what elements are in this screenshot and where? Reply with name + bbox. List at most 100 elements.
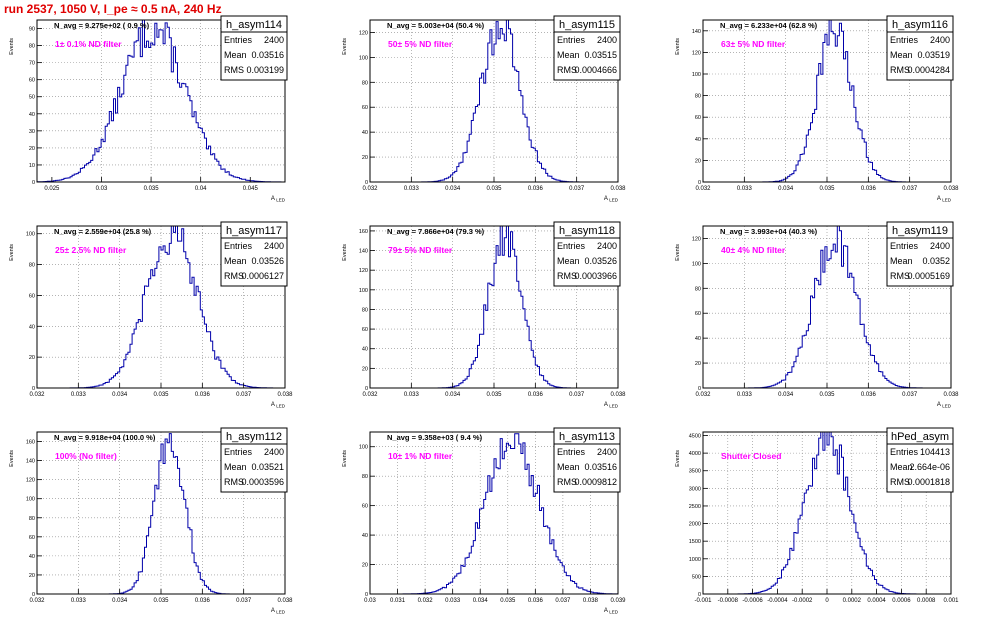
x-tick-label: -0.0006 [742, 598, 763, 604]
x-tick-label: 0.038 [277, 392, 293, 398]
navg-label: N_avg = 9.275e+02 ( 0.9 %) [54, 21, 150, 30]
x-tick-label: 0.037 [236, 598, 252, 604]
y-axis-title: Events [342, 244, 348, 261]
histogram-series [703, 431, 951, 595]
y-tick-label: 40 [362, 130, 368, 136]
histogram-panel-h_asym115: 0.032 0.033 0.034 0.035 0.036 0.037 0.038 0 20 40… [342, 15, 626, 203]
histogram-panel-hPed_asym: -0.001 -0.0008 -0.0006 -0.0004 -0.0002 0 0.000… [675, 427, 959, 604]
stats-title: h_asym115 [559, 19, 615, 31]
filter-label: 63± 5% ND filter [721, 39, 786, 49]
x-tick-label: 0.034 [473, 598, 489, 604]
x-tick-label: 0.031 [390, 598, 406, 604]
stats-title: h_asym117 [226, 225, 282, 237]
y-tick-label: 120 [692, 236, 701, 242]
y-tick-label: 20 [29, 573, 35, 579]
y-tick-label: 3000 [689, 486, 701, 492]
y-tick-label: 500 [692, 574, 701, 580]
stats-label: Mean [890, 50, 913, 60]
stats-label: Mean [224, 50, 247, 60]
y-tick-label: 140 [359, 249, 368, 255]
stats-label: Entries [890, 241, 919, 251]
stats-label: RMS [890, 477, 910, 487]
y-tick-label: 60 [695, 311, 701, 317]
stats-label: Entries [557, 447, 586, 457]
x-tick-label: 0.034 [445, 392, 461, 398]
y-tick-label: 80 [695, 286, 701, 292]
y-tick-label: 50 [29, 95, 35, 101]
y-tick-label: 90 [29, 27, 35, 33]
x-axis-title: A LED [271, 402, 286, 409]
y-tick-label: 80 [29, 44, 35, 50]
y-tick-label: 100 [359, 55, 368, 61]
x-tick-label: 0.038 [943, 186, 959, 192]
y-tick-label: 40 [29, 324, 35, 330]
y-axis-title: Events [342, 450, 348, 467]
stats-box [220, 221, 288, 287]
y-tick-label: 40 [362, 347, 368, 353]
stats-box [886, 221, 954, 287]
plot-frame [369, 431, 619, 595]
x-tick-label: 0.036 [861, 392, 877, 398]
navg-label: N_avg = 6.233e+04 (62.8 %) [720, 21, 818, 30]
y-tick-label: 0 [365, 592, 368, 598]
x-tick-label: 0.0006 [892, 598, 911, 604]
stats-value: 0.0005169 [907, 271, 950, 281]
filter-label: 1± 0.1% ND filter [55, 39, 122, 49]
navg-label: N_avg = 9.918e+04 (100.0 %) [54, 433, 156, 442]
stats-label: Entries [224, 241, 253, 251]
x-axis-title: A LED [271, 608, 286, 615]
x-axis-title: A LED [271, 196, 286, 203]
x-tick-label: 0.037 [236, 392, 252, 398]
y-tick-label: 160 [26, 440, 35, 446]
stats-value: 2400 [597, 241, 617, 251]
y-tick-label: 80 [362, 307, 368, 313]
x-tick-label: 0.038 [277, 598, 293, 604]
navg-label: N_avg = 2.559e+04 (25.8 %) [54, 227, 152, 236]
stats-value: 0.03519 [917, 50, 950, 60]
filter-label: 25± 2.5% ND filter [55, 245, 127, 255]
x-axis-title: A LED [937, 402, 952, 409]
y-tick-label: 100 [692, 261, 701, 267]
stats-value: 0.03516 [584, 462, 617, 472]
stats-label: RMS [890, 271, 910, 281]
y-tick-label: 60 [362, 327, 368, 333]
stats-value: 0.0003596 [241, 477, 284, 487]
navg-label: N_avg = 3.993e+04 (40.3 %) [720, 227, 818, 236]
y-tick-label: 120 [692, 50, 701, 56]
stats-label: Mean [224, 462, 247, 472]
x-tick-label: 0.034 [112, 598, 128, 604]
x-tick-label: 0.001 [943, 598, 959, 604]
x-tick-label: 0.035 [153, 392, 169, 398]
stats-label: RMS [224, 477, 244, 487]
stats-title: h_asym118 [559, 225, 615, 237]
y-axis-title: Events [9, 450, 15, 467]
y-tick-label: 140 [26, 459, 35, 465]
navg-label: N_avg = 9.358e+03 ( 9.4 %) [387, 433, 483, 442]
stats-value: 0.0003966 [574, 271, 617, 281]
y-tick-label: 20 [362, 155, 368, 161]
x-tick-label: 0.033 [445, 598, 461, 604]
y-tick-label: 60 [29, 535, 35, 541]
x-tick-label: 0.037 [569, 392, 585, 398]
y-tick-label: 60 [362, 105, 368, 111]
y-tick-label: 0 [698, 592, 701, 598]
y-tick-label: 10 [29, 163, 35, 169]
x-tick-label: 0.037 [902, 392, 918, 398]
x-axis-title: A LED [604, 402, 619, 409]
x-tick-label: 0.032 [695, 186, 711, 192]
x-tick-label: 0.036 [861, 186, 877, 192]
stats-value: 0.03526 [251, 256, 284, 266]
y-tick-label: 40 [362, 533, 368, 539]
x-tick-label: 0.034 [112, 392, 128, 398]
x-tick-label: 0.03 [364, 598, 376, 604]
stats-label: Entries [890, 35, 919, 45]
y-tick-label: 0 [365, 386, 368, 392]
stats-label: Entries [224, 447, 253, 457]
y-tick-label: 40 [29, 554, 35, 560]
x-tick-label: 0.032 [29, 598, 45, 604]
x-tick-label: -0.0004 [767, 598, 788, 604]
x-tick-label: 0.037 [569, 186, 585, 192]
filter-label: 40± 4% ND filter [721, 245, 786, 255]
stats-title: h_asym116 [892, 19, 948, 31]
stats-label: Entries [224, 35, 253, 45]
